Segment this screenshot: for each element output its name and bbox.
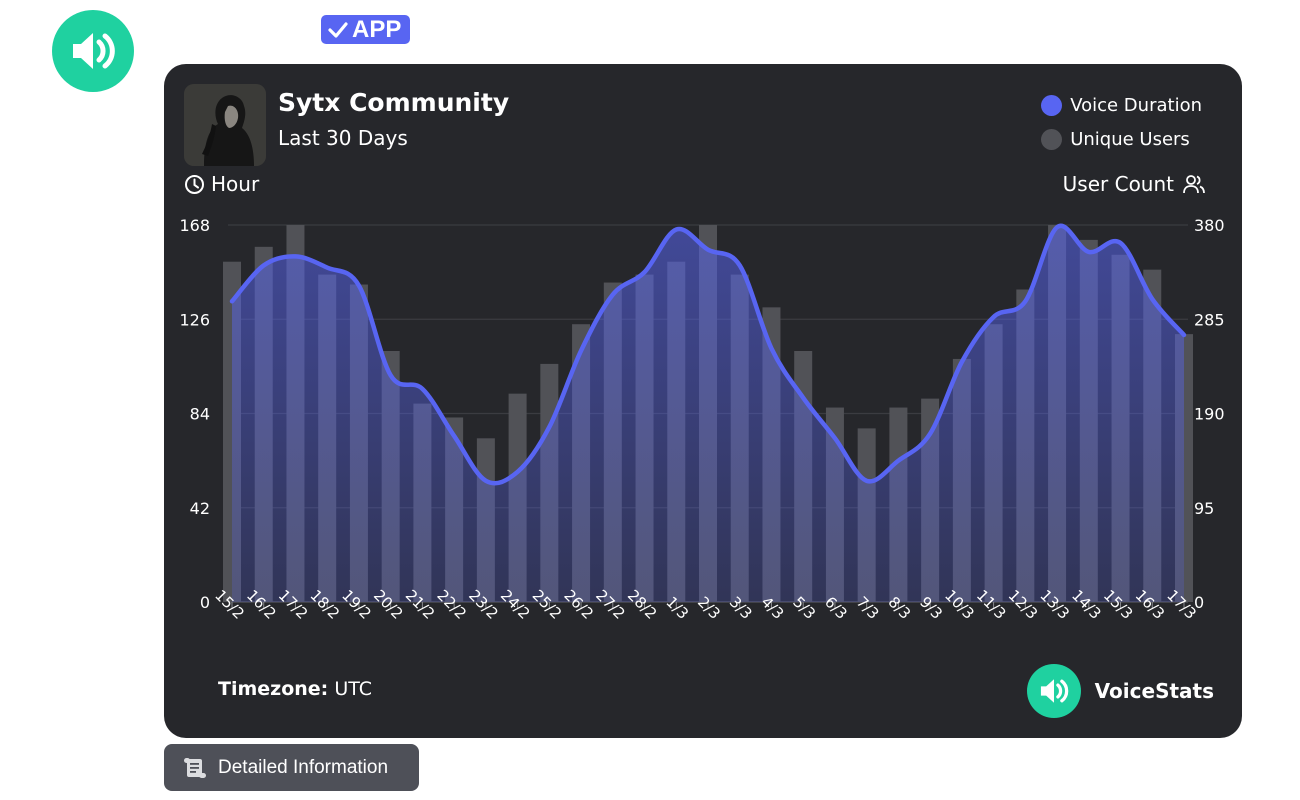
timezone-label: Timezone: [218,678,329,700]
legend-label-users: Unique Users [1070,128,1190,150]
y-right-tick-label: 0 [1194,593,1204,612]
y-left-tick-label: 0 [200,593,210,612]
clock-icon [185,174,204,194]
bot-avatar[interactable] [52,10,134,92]
y-right-tick-label: 285 [1194,310,1225,329]
legend-label-voice: Voice Duration [1070,94,1202,116]
voice-area [232,225,1184,602]
speaker-icon [73,33,115,69]
legend-swatch-voice [1041,94,1063,116]
y-axis-right-title: User Count [1063,172,1206,196]
speaker-icon [1040,679,1068,703]
brand: VoiceStats [1026,664,1214,718]
voice-line[interactable] [229,223,1187,486]
legend-unique-users: Unique Users [1041,122,1202,156]
y-left-tick-label: 42 [190,499,210,518]
y-right-tick-label: 190 [1194,405,1225,424]
brand-logo [1026,664,1081,718]
legend-voice-duration: Voice Duration [1041,88,1202,122]
timezone-info: Timezone: UTC [218,678,372,700]
legend-swatch-users [1041,128,1063,150]
voice-chart: 0428412616809519028538015/216/217/218/21… [179,216,1225,623]
detailed-information-button[interactable]: Detailed Information [164,744,419,791]
app-badge-label: APP [352,15,402,43]
y-axis-right-label: User Count [1062,172,1174,196]
y-left-tick-label: 84 [190,405,210,424]
chart-legend: Voice Duration Unique Users [1041,88,1202,156]
card-title: Sytx Community [278,88,510,117]
server-icon [184,84,266,166]
y-axis-left-label: Hour [211,172,260,196]
users-icon [1183,174,1205,193]
scroll-icon [184,757,206,778]
check-icon [328,21,348,38]
detailed-information-label: Detailed Information [218,756,389,778]
card-subtitle: Last 30 Days [278,126,408,150]
y-left-tick-label: 126 [179,310,210,329]
y-right-tick-label: 95 [1194,499,1214,518]
y-right-tick-label: 380 [1194,216,1225,235]
stats-card: Sytx Community Last 30 Days Voice Durati… [164,64,1242,738]
y-left-tick-label: 168 [179,216,210,235]
brand-name: VoiceStats [1094,679,1214,703]
y-axis-left-title: Hour [184,172,259,196]
timezone-value: UTC [334,678,372,700]
app-badge: APP [321,15,411,44]
